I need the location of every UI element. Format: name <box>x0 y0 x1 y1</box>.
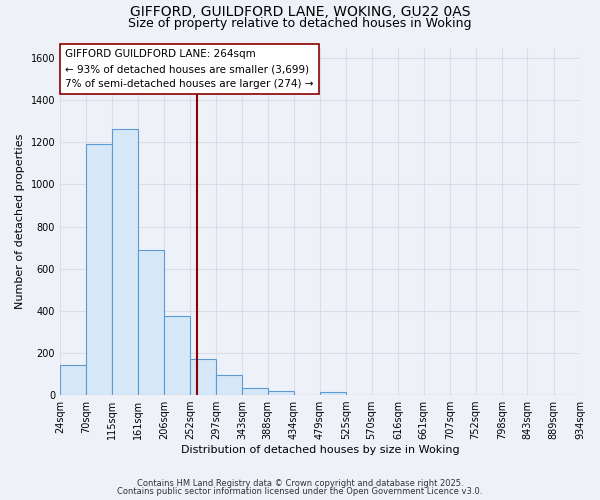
Bar <box>216 375 242 395</box>
Bar <box>60 364 86 395</box>
Y-axis label: Number of detached properties: Number of detached properties <box>15 134 25 309</box>
Bar <box>320 392 346 395</box>
Bar <box>112 128 138 395</box>
Bar <box>242 388 268 395</box>
Bar <box>139 250 164 395</box>
Bar <box>190 360 216 395</box>
Text: GIFFORD GUILDFORD LANE: 264sqm
← 93% of detached houses are smaller (3,699)
7% o: GIFFORD GUILDFORD LANE: 264sqm ← 93% of … <box>65 49 314 89</box>
Text: GIFFORD, GUILDFORD LANE, WOKING, GU22 0AS: GIFFORD, GUILDFORD LANE, WOKING, GU22 0A… <box>130 5 470 19</box>
Bar <box>268 391 294 395</box>
Text: Contains HM Land Registry data © Crown copyright and database right 2025.: Contains HM Land Registry data © Crown c… <box>137 478 463 488</box>
X-axis label: Distribution of detached houses by size in Woking: Distribution of detached houses by size … <box>181 445 460 455</box>
Text: Contains public sector information licensed under the Open Government Licence v3: Contains public sector information licen… <box>118 487 482 496</box>
Bar <box>86 144 112 395</box>
Bar <box>164 316 190 395</box>
Text: Size of property relative to detached houses in Woking: Size of property relative to detached ho… <box>128 18 472 30</box>
